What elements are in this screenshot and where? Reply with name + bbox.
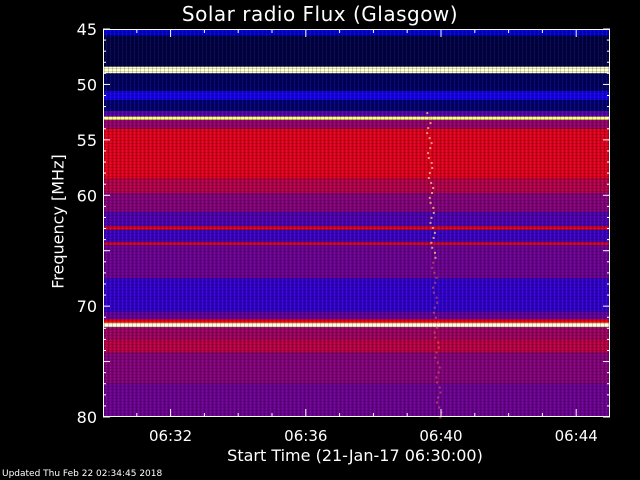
burst-pixel <box>436 326 438 329</box>
burst-pixel <box>432 206 435 209</box>
burst-pixel <box>427 152 430 155</box>
burst-pixel <box>433 231 436 234</box>
burst-pixel <box>430 182 433 184</box>
burst-pixel <box>432 286 435 289</box>
burst-pixel <box>437 321 440 324</box>
burst-pixel <box>432 236 435 239</box>
burst-pixel <box>433 331 436 334</box>
burst-pixel <box>430 216 433 219</box>
burst-pixel <box>427 157 430 159</box>
y-axis-label: Frequency [MHz] <box>48 154 68 289</box>
burst-pixel <box>434 251 436 254</box>
y-tick-label: 80 <box>77 408 97 427</box>
burst-pixel <box>432 261 435 264</box>
burst-pixel <box>433 306 436 309</box>
burst-pixel <box>431 226 434 229</box>
burst-pixel <box>431 246 434 249</box>
burst-pixel <box>430 162 433 164</box>
burst-pixel <box>429 122 432 125</box>
burst-pixel <box>428 172 431 174</box>
burst-pixel <box>436 361 439 364</box>
burst-pixel <box>432 211 435 214</box>
burst-pixel <box>437 371 440 374</box>
burst-pixel <box>435 316 437 319</box>
burst-pixel <box>434 336 437 339</box>
row-texture-overlay <box>103 29 610 417</box>
y-tick-label: 70 <box>77 297 97 316</box>
burst-pixel <box>439 391 442 394</box>
burst-pixel <box>432 311 435 314</box>
burst-pixel <box>430 241 433 244</box>
burst-pixel <box>426 112 429 115</box>
burst-pixel <box>436 401 439 404</box>
burst-pixel <box>435 296 438 299</box>
burst-pixel <box>427 127 430 130</box>
x-tick-label: 06:32 <box>149 427 192 445</box>
burst-pixel <box>431 167 434 169</box>
burst-pixel <box>438 366 441 369</box>
chart-title: Solar radio Flux (Glasgow) <box>181 2 459 26</box>
burst-pixel <box>429 201 432 204</box>
plot-frame <box>103 29 610 417</box>
burst-pixel <box>439 416 442 419</box>
burst-pixel <box>433 271 436 274</box>
burst-pixel <box>438 386 441 389</box>
burst-pixel <box>438 406 441 409</box>
burst-pixel <box>435 351 438 354</box>
burst-pixel <box>428 137 431 140</box>
x-axis-label: Start Time (21-Jan-17 06:30:00) <box>227 446 483 465</box>
burst-pixel <box>437 396 440 399</box>
burst-pixel <box>430 142 433 145</box>
burst-pixel <box>437 346 440 349</box>
y-tick-label: 60 <box>77 186 97 205</box>
burst-pixel <box>435 276 438 279</box>
burst-pixel <box>436 301 439 304</box>
burst-pixel <box>429 221 432 224</box>
axis-ticks: 45 50 55 60 70 80 06:32 06:36 06:40 06:44 <box>77 20 610 445</box>
burst-pixel <box>436 381 439 384</box>
burst-pixel <box>434 256 437 259</box>
x-tick-label: 06:44 <box>555 427 598 445</box>
burst-pixel <box>431 192 433 194</box>
burst-pixel <box>431 266 434 269</box>
y-tick-label: 50 <box>77 75 97 94</box>
x-tick-label: 06:36 <box>284 427 327 445</box>
y-tick-label: 45 <box>77 20 97 39</box>
radio-burst-trace <box>426 112 443 419</box>
x-tick-label: 06:40 <box>419 427 462 445</box>
burst-pixel <box>434 281 437 284</box>
burst-pixel <box>429 147 432 150</box>
burst-pixel <box>434 356 437 359</box>
burst-pixel <box>432 187 435 189</box>
y-tick-label: 55 <box>77 131 97 150</box>
burst-pixel <box>427 177 430 179</box>
burst-pixel <box>426 132 429 135</box>
burst-pixel <box>432 291 435 294</box>
burst-pixel <box>435 376 438 379</box>
burst-pixel <box>429 117 432 120</box>
updated-timestamp: Updated Thu Feb 22 02:34:45 2018 <box>2 469 163 479</box>
burst-pixel <box>437 341 440 344</box>
burst-pixel <box>428 196 431 199</box>
